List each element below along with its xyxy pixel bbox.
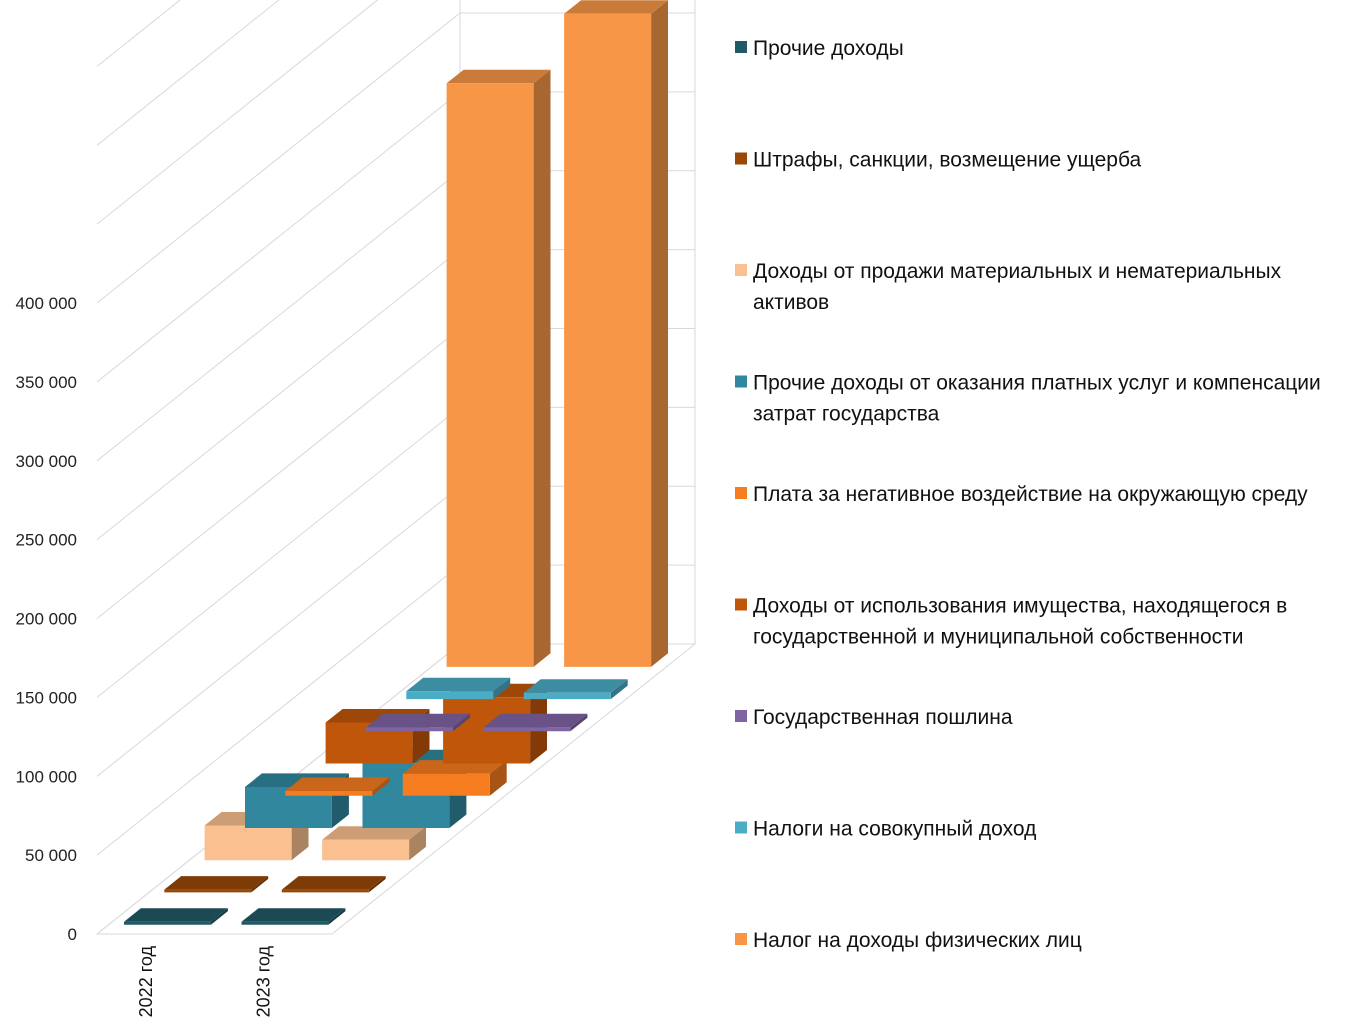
bar-2-series-3 <box>483 713 588 732</box>
bar-front <box>204 825 292 861</box>
bar-top <box>322 826 426 840</box>
legend-label: Доходы от продажи материальных и нематер… <box>753 260 1282 314</box>
x-axis-categories: 2022 год 2023 год <box>136 946 274 1018</box>
y-tick-label: 250 000 <box>16 531 77 550</box>
y-tick-label: 300 000 <box>16 452 77 471</box>
bar-top <box>124 908 228 922</box>
legend-label: Налог на доходы физических лиц <box>753 929 1082 952</box>
legend-swatch <box>735 821 747 834</box>
bar-side <box>328 908 346 925</box>
bar-top <box>366 713 470 728</box>
bar-front <box>285 791 373 796</box>
bar-1-series-9 <box>124 908 228 925</box>
bar-2-series-5 <box>402 760 507 796</box>
legend-swatch <box>735 41 747 53</box>
legend-swatch <box>735 487 747 499</box>
legend-label: Прочие доходы <box>753 37 904 60</box>
y-axis-ticks: 0 50 000 100 000 150 000 200 000 250 000 300 0… <box>16 294 77 944</box>
bar-front <box>281 889 369 893</box>
legend-swatch <box>735 264 747 276</box>
legend-swatch <box>735 933 747 945</box>
bar-1-series-8 <box>164 876 269 893</box>
bar-1-series-2 <box>406 677 511 700</box>
y-tick-label: 50 000 <box>25 846 77 865</box>
bar-side <box>651 0 668 667</box>
legend-label: Прочие доходы от оказания платных услуг … <box>753 372 1321 426</box>
bar-top <box>281 876 386 890</box>
bar-side <box>610 679 628 700</box>
bar-front <box>366 727 453 732</box>
gridline <box>96 0 280 146</box>
bar-side <box>489 760 507 796</box>
bar-2-series-2 <box>523 679 628 700</box>
bar-front <box>325 722 413 764</box>
bar-side <box>409 826 426 861</box>
x-category-label: 2022 год <box>136 946 156 1018</box>
x-category-label: 2023 год <box>253 946 273 1018</box>
bar-front <box>164 889 252 893</box>
bar-front <box>564 13 652 667</box>
bar-side <box>251 876 269 893</box>
bar-side <box>533 69 551 667</box>
bar-1-series-5 <box>285 777 390 796</box>
legend-label: Государственная пошлина <box>753 706 1013 729</box>
legend-swatch <box>735 710 747 722</box>
y-tick-label: 0 <box>68 925 77 944</box>
bar-top <box>164 876 269 890</box>
bar-side <box>210 908 228 925</box>
y-tick-label: 150 000 <box>16 688 77 707</box>
bar-front <box>402 773 490 796</box>
legend-swatch <box>735 375 747 388</box>
legend-label: Налоги на совокупный доход <box>753 818 1036 841</box>
bar-front <box>406 691 494 700</box>
bar-top <box>285 777 390 791</box>
bar-front <box>245 787 332 828</box>
chart-legend: Прочие доходы Штрафы, санкции, возмещение… <box>735 37 1321 952</box>
bar-front <box>322 839 410 861</box>
bar-side <box>368 876 386 893</box>
bar-side <box>493 677 511 700</box>
bar-1-series-1 <box>446 69 551 667</box>
bar-top <box>523 679 628 693</box>
bar-1-series-3 <box>366 713 470 732</box>
bar-front <box>124 921 211 925</box>
gridline <box>96 0 379 225</box>
legend-label: Плата за негативное воздействие на окруж… <box>753 483 1308 506</box>
y-tick-label: 200 000 <box>16 610 77 629</box>
bar-2-series-8 <box>281 876 386 893</box>
bar-2-series-1 <box>564 0 668 667</box>
bar-front <box>446 83 534 667</box>
bar-2-series-7 <box>322 826 426 861</box>
legend-swatch <box>735 152 747 165</box>
legend-label: Штрафы, санкции, возмещение ущерба <box>753 149 1142 172</box>
bar-top <box>241 908 346 922</box>
bar-top <box>406 677 511 692</box>
bar-side <box>570 713 588 732</box>
bar-side <box>372 777 390 796</box>
bar-front <box>241 921 329 925</box>
bar-top <box>446 69 551 84</box>
y-tick-label: 100 000 <box>16 767 77 786</box>
bar-front <box>523 692 611 700</box>
bar-top <box>483 713 588 728</box>
y-tick-label: 350 000 <box>16 373 77 392</box>
y-tick-label: 400 000 <box>16 294 77 313</box>
chart-bars <box>124 0 668 925</box>
bar-front <box>483 727 571 732</box>
legend-label: Доходы от использования имущества, наход… <box>753 595 1287 649</box>
legend-swatch <box>735 598 747 611</box>
bar-side <box>452 713 470 732</box>
bar-top <box>564 0 668 14</box>
bar-2-series-9 <box>241 908 346 925</box>
